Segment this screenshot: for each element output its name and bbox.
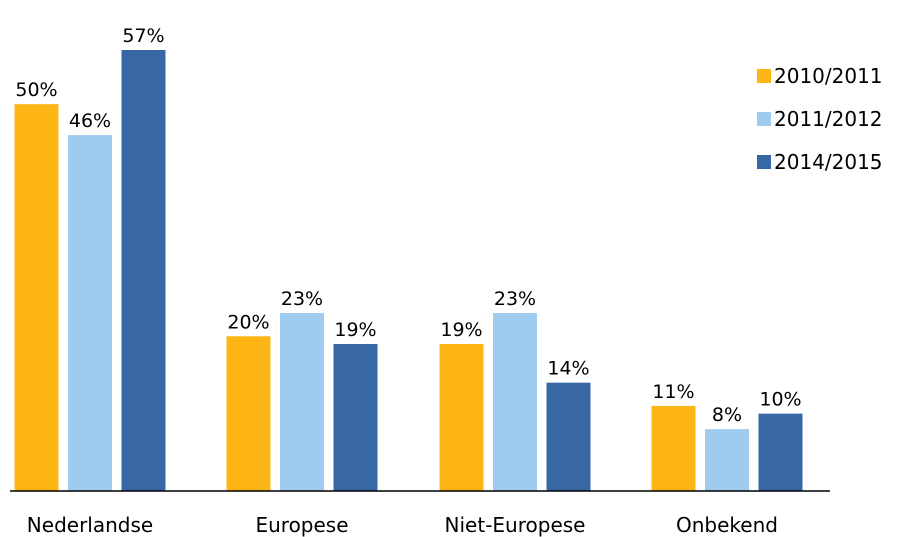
data-label: 20% <box>227 311 269 333</box>
bar <box>546 382 591 491</box>
x-tick-label: Niet-Europese <box>445 513 586 537</box>
bar <box>14 104 59 491</box>
data-label: 8% <box>712 404 742 426</box>
data-label: 23% <box>494 288 536 310</box>
data-label: 57% <box>122 25 164 47</box>
bar <box>121 50 166 491</box>
data-label: 19% <box>440 319 482 341</box>
data-label: 23% <box>281 288 323 310</box>
legend-label: 2010/2011 <box>774 64 883 88</box>
x-tick-label: Nederlandse <box>27 513 153 537</box>
legend-label: 2014/2015 <box>774 150 883 174</box>
data-label: 14% <box>547 358 589 380</box>
data-label: 19% <box>334 319 376 341</box>
legend-swatch <box>757 69 771 83</box>
bar <box>651 405 696 491</box>
legend-label: 2011/2012 <box>774 107 883 131</box>
data-label: 46% <box>69 110 111 132</box>
legend-swatch <box>757 155 771 169</box>
bar <box>280 313 324 491</box>
bar <box>333 344 378 491</box>
data-label: 10% <box>759 389 801 411</box>
x-tick-label: Onbekend <box>676 513 778 537</box>
bar <box>439 344 484 491</box>
bar <box>226 336 271 491</box>
x-tick-label: Europese <box>255 513 348 537</box>
data-label: 11% <box>652 381 694 403</box>
legend-swatch <box>757 112 771 126</box>
bar <box>758 413 803 491</box>
bar <box>493 313 537 491</box>
data-label: 50% <box>15 79 57 101</box>
bar <box>68 135 112 491</box>
bar <box>705 429 749 491</box>
